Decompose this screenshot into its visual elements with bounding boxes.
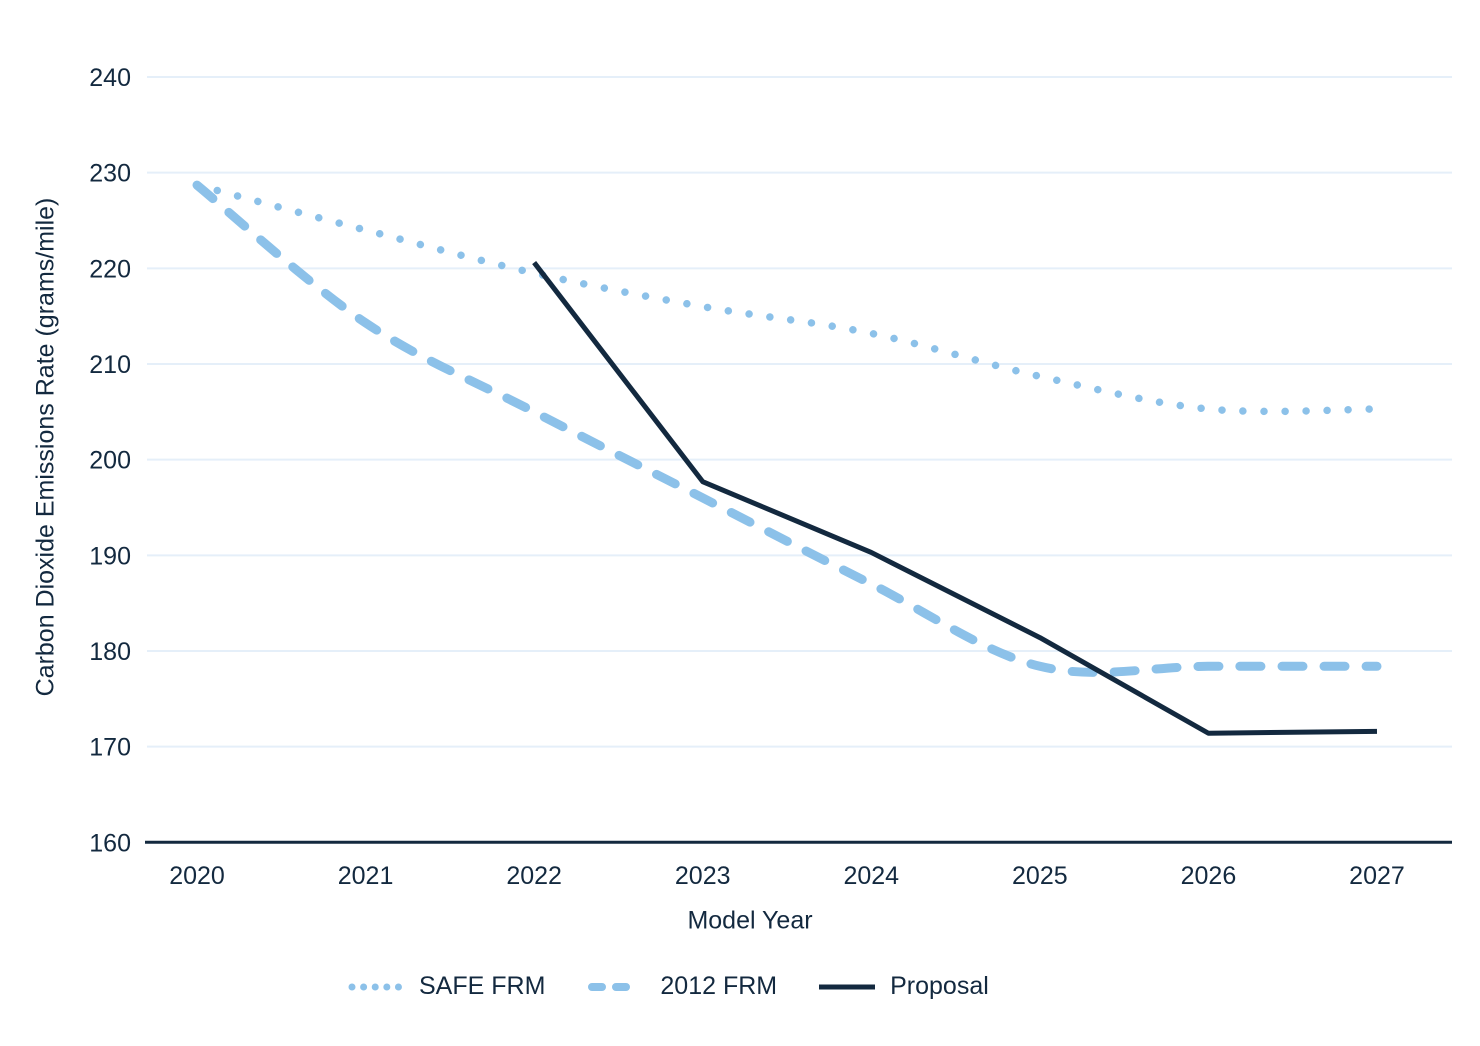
series-line-safe-frm [193,181,1381,416]
x-tick-label: 2025 [1012,862,1068,890]
x-axis-title: Model Year [687,906,813,935]
y-axis-title: Carbon Dioxide Emissions Rate (grams/mil… [31,197,60,697]
series-line-2012-frm [192,180,1382,677]
chart-legend: SAFE FRM 2012 FRM Proposal [348,972,989,1001]
x-tick-label: 2022 [506,862,562,890]
y-tick-label: 160 [89,829,131,857]
x-tick-label: 2024 [843,862,899,890]
legend-item-proposal: Proposal [819,972,989,1001]
y-tick-label: 170 [89,734,131,762]
solid-line-swatch-icon [819,984,876,989]
legend-item-safe-frm: SAFE FRM [348,972,545,1001]
dotted-line-swatch-icon [348,983,404,990]
dashed-line-swatch-icon [588,982,645,991]
x-tick-label: 2026 [1181,862,1237,890]
x-tick-label: 2020 [169,862,225,890]
y-tick-label: 210 [89,351,131,379]
x-tick-label: 2023 [675,862,731,890]
series-line-proposal [532,261,1378,736]
y-tick-label: 220 [89,255,131,283]
legend-label-safe-frm: SAFE FRM [419,972,546,1000]
y-tick-label: 230 [89,160,131,188]
y-tick-label: 240 [89,64,131,92]
x-tick-label: 2027 [1349,862,1405,890]
y-tick-label: 200 [89,447,131,475]
x-tick-label: 2021 [338,862,394,890]
y-tick-label: 180 [89,638,131,666]
y-tick-label: 190 [89,542,131,570]
legend-item-2012-frm: 2012 FRM [587,972,777,1001]
legend-label-proposal: Proposal [890,972,989,1000]
legend-label-2012-frm: 2012 FRM [660,972,778,1000]
